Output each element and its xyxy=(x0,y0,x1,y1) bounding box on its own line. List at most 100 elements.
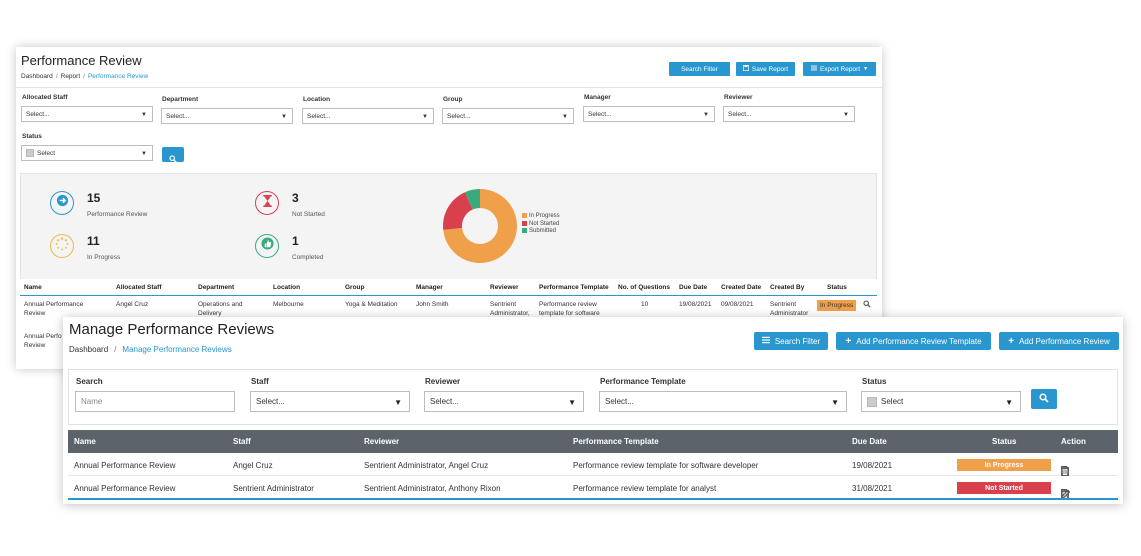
table-row: Annual Performance Review Angel Cruz Sen… xyxy=(68,454,1118,476)
stat-circle-in-progress xyxy=(50,234,74,258)
breadcrumb-dashboard[interactable]: Dashboard xyxy=(69,345,109,354)
breadcrumb: Dashboard / Manage Performance Reviews xyxy=(69,345,232,354)
filter-label-status: Status xyxy=(862,377,887,386)
stat-circle-not-started xyxy=(255,191,279,215)
filter-label-staff: Staff xyxy=(251,377,269,386)
caret-down-icon: ▼ xyxy=(831,398,839,407)
caret-down-icon: ▼ xyxy=(863,66,869,72)
stat-total-value: 15 xyxy=(87,191,101,205)
col-reviewer[interactable]: Reviewer xyxy=(364,437,400,446)
breadcrumb-report[interactable]: Report xyxy=(60,73,81,80)
col-performance-template[interactable]: Performance Template xyxy=(573,437,659,446)
legend-item-not-started: Not Started xyxy=(522,220,560,229)
legend-item-submitted: Submitted xyxy=(522,228,560,236)
manage-performance-reviews-window: Manage Performance Reviews Dashboard / Man… xyxy=(63,317,1123,504)
search-filter-button[interactable]: Search Filter xyxy=(669,62,730,76)
page-title: Manage Performance Reviews xyxy=(69,321,275,338)
search-filter-button[interactable]: Search Filter xyxy=(754,332,828,350)
filter-label-template: Performance Template xyxy=(600,377,686,386)
reviewer-select[interactable]: Select... ▼ xyxy=(424,391,584,412)
col-due-date[interactable]: Due Date xyxy=(852,437,887,446)
col-status[interactable]: Status xyxy=(827,284,847,291)
report-table-header: Name Allocated Staff Department Location… xyxy=(20,279,877,296)
col-created-by[interactable]: Created By xyxy=(770,284,805,291)
search-icon[interactable] xyxy=(863,300,871,311)
col-manager[interactable]: Manager xyxy=(416,284,443,291)
arrow-right-icon xyxy=(56,194,69,212)
col-staff[interactable]: Staff xyxy=(233,437,251,446)
table-row: Annual Performance Review Sentrient Admi… xyxy=(68,477,1118,499)
add-review-label: Add Performance Review xyxy=(1019,336,1110,346)
donut-slice-in-progress xyxy=(443,189,517,263)
filter-label-allocated-staff: Allocated Staff xyxy=(22,94,68,101)
breadcrumb-dashboard[interactable]: Dashboard xyxy=(21,73,53,80)
breadcrumb-current: Manage Performance Reviews xyxy=(122,345,232,354)
stat-completed-value: 1 xyxy=(292,234,299,248)
col-no-of-questions[interactable]: No. of Questions xyxy=(618,284,670,291)
reviewer-select[interactable]: Select... ▼ xyxy=(723,106,855,122)
plus-icon: + xyxy=(845,335,852,347)
caret-down-icon: ▼ xyxy=(843,112,849,118)
department-select[interactable]: Select... ▼ xyxy=(161,108,293,124)
col-name[interactable]: Name xyxy=(24,284,42,291)
allocated-staff-select[interactable]: Select... ▼ xyxy=(21,106,153,122)
save-report-label: Save Report xyxy=(751,65,789,73)
staff-select[interactable]: Select... ▼ xyxy=(250,391,410,412)
col-action: Action xyxy=(1061,437,1086,446)
col-department[interactable]: Department xyxy=(198,284,235,291)
location-select[interactable]: Select... ▼ xyxy=(302,108,434,124)
stat-circle-total xyxy=(50,191,74,215)
legend-item-in-progress: In Progress xyxy=(522,213,560,221)
search-icon xyxy=(1039,390,1049,408)
template-select[interactable]: Select... ▼ xyxy=(599,391,847,412)
trash-icon[interactable] xyxy=(1061,466,1069,478)
manager-select[interactable]: Select... ▼ xyxy=(583,106,715,122)
caret-down-icon: ▼ xyxy=(141,151,147,157)
filter-label-group: Group xyxy=(443,96,463,103)
col-location[interactable]: Location xyxy=(273,284,301,291)
stat-completed-label: Completed xyxy=(292,254,324,261)
stat-not-started-value: 3 xyxy=(292,191,299,205)
spinner-icon xyxy=(55,236,69,256)
checkbox-icon xyxy=(867,396,877,407)
stat-circle-completed xyxy=(255,234,279,258)
col-status[interactable]: Status xyxy=(992,437,1017,446)
caret-down-icon: ▼ xyxy=(394,398,402,407)
col-group[interactable]: Group xyxy=(345,284,365,291)
status-select[interactable]: Select ▼ xyxy=(861,391,1021,412)
col-reviewer[interactable]: Reviewer xyxy=(490,284,519,291)
col-created-date[interactable]: Created Date xyxy=(721,284,762,291)
search-button[interactable] xyxy=(162,147,184,163)
col-performance-template[interactable]: Performance Template xyxy=(539,284,609,291)
checkbox-icon xyxy=(26,149,34,157)
col-name[interactable]: Name xyxy=(74,437,96,446)
stat-in-progress-value: 11 xyxy=(87,234,100,248)
stat-in-progress-label: In Progress xyxy=(87,254,121,261)
caret-down-icon: ▼ xyxy=(281,114,287,120)
filter-label-location: Location xyxy=(303,96,331,103)
caret-down-icon: ▼ xyxy=(422,114,428,120)
stat-not-started-label: Not Started xyxy=(292,211,325,218)
filter-label-manager: Manager xyxy=(584,94,611,101)
add-template-button[interactable]: + Add Performance Review Template xyxy=(836,332,991,350)
export-report-button[interactable]: Export Report ▼ xyxy=(803,62,876,76)
caret-down-icon: ▼ xyxy=(562,114,568,120)
status-badge: Not Started xyxy=(957,482,1051,494)
status-badge: In Progress xyxy=(957,459,1051,471)
search-button[interactable] xyxy=(1031,389,1057,409)
col-due-date[interactable]: Due Date xyxy=(679,284,708,291)
plus-icon: + xyxy=(1008,335,1015,347)
chart-legend: In Progress Not Started Submitted xyxy=(522,213,560,236)
save-report-button[interactable]: Save Report xyxy=(736,62,795,76)
caret-down-icon: ▼ xyxy=(1005,398,1013,407)
col-allocated-staff[interactable]: Allocated Staff xyxy=(116,284,162,291)
add-template-label: Add Performance Review Template xyxy=(856,336,982,346)
filter-label-reviewer: Reviewer xyxy=(425,377,461,386)
add-review-button[interactable]: + Add Performance Review xyxy=(999,332,1119,350)
group-select[interactable]: Select... ▼ xyxy=(442,108,574,124)
search-input[interactable]: Name xyxy=(75,391,235,412)
search-icon xyxy=(169,150,177,168)
status-select[interactable]: Select ▼ xyxy=(21,145,153,161)
table-bottom-border xyxy=(68,498,1118,500)
menu-icon xyxy=(761,336,770,346)
